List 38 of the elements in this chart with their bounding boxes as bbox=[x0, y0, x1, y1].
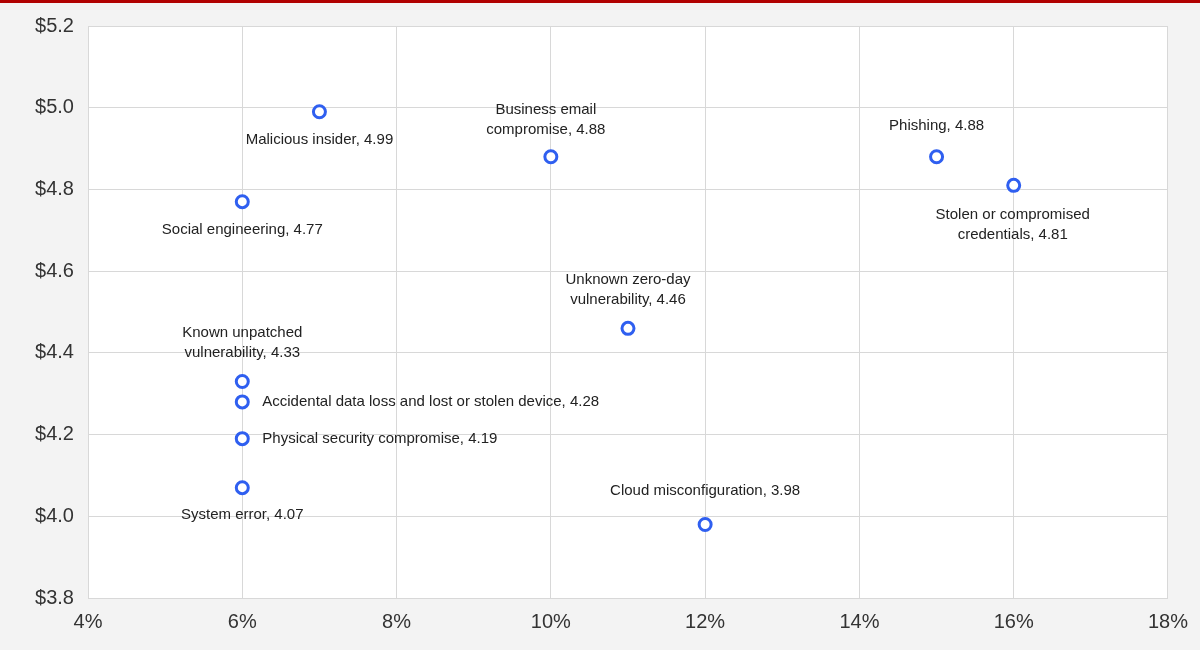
annotation: System error, 4.07 bbox=[181, 504, 304, 522]
point bbox=[543, 149, 559, 165]
point bbox=[620, 320, 636, 336]
x-tick-label: 8% bbox=[382, 609, 412, 632]
y-tick-label: $4.4 bbox=[35, 340, 74, 363]
point bbox=[697, 516, 713, 532]
point bbox=[234, 431, 250, 447]
y-tick-label: $5.2 bbox=[35, 13, 74, 36]
annotation: Cloud misconfiguration, 3.98 bbox=[610, 480, 801, 498]
annotation: Unknown zero-day vulnerability, 4.46 bbox=[565, 270, 692, 308]
point bbox=[929, 149, 945, 165]
annotation: Malicious insider, 4.99 bbox=[245, 129, 394, 147]
annotation: Accidental data loss and lost or stolen device, 4.28 bbox=[262, 392, 600, 410]
y-tick-label: $4.6 bbox=[35, 258, 74, 281]
x-tick-label: 16% bbox=[993, 609, 1034, 632]
annotation: Known unpatched vulnerability, 4.33 bbox=[182, 322, 303, 360]
y-tick-label: $3.8 bbox=[35, 585, 74, 608]
annotation: Social engineering, 4.77 bbox=[161, 219, 323, 237]
y-tick-label: $4.0 bbox=[35, 503, 74, 526]
annotation: Stolen or compromised credentials, 4.81 bbox=[935, 205, 1090, 243]
point bbox=[311, 104, 327, 120]
x-tick-label: 6% bbox=[227, 609, 257, 632]
x-tick-label: 14% bbox=[839, 609, 880, 632]
point bbox=[234, 394, 250, 410]
y-tick-label: $4.8 bbox=[35, 176, 74, 199]
y-tick-label: $5.0 bbox=[35, 95, 74, 118]
point bbox=[1006, 177, 1022, 193]
x-tick-label: 12% bbox=[685, 609, 726, 632]
x-tick-label: 4% bbox=[73, 609, 103, 632]
annotation: Physical security compromise, 4.19 bbox=[262, 428, 498, 446]
x-tick-label: 18% bbox=[1147, 609, 1189, 632]
annotation: Business email compromise, 4.88 bbox=[486, 99, 606, 137]
x-tick-label: 10% bbox=[530, 609, 572, 632]
y-tick-label: $4.2 bbox=[35, 422, 74, 445]
point bbox=[234, 480, 250, 496]
point bbox=[234, 194, 250, 210]
annotation: Phishing, 4.88 bbox=[889, 115, 985, 133]
point bbox=[234, 373, 250, 389]
